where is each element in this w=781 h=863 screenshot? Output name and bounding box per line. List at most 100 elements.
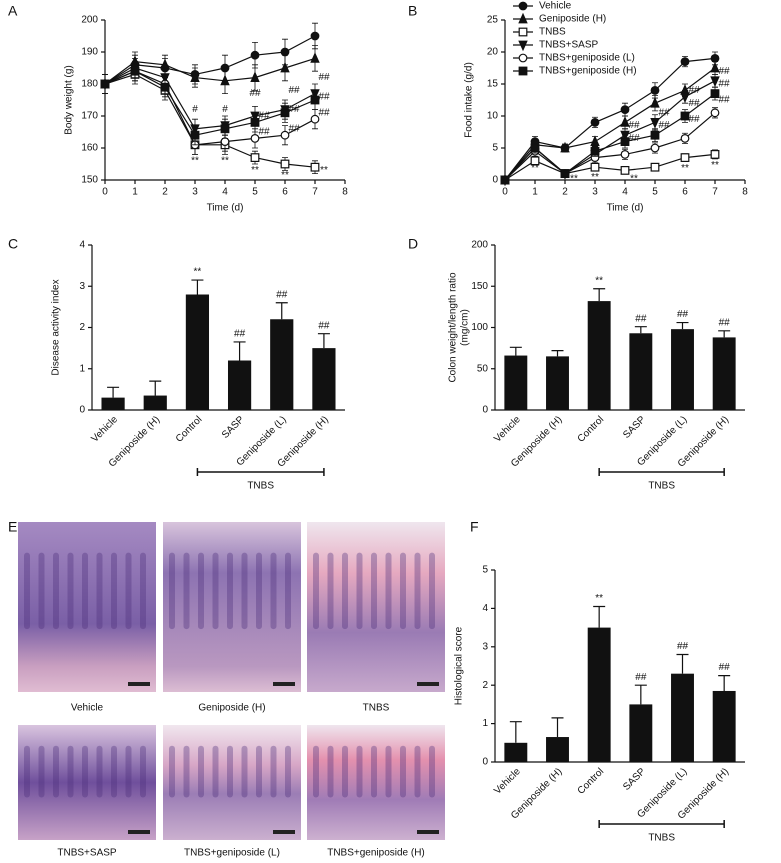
histology-image (163, 522, 301, 692)
gland (82, 745, 88, 798)
significance-mark: ## (635, 672, 647, 683)
gland (270, 552, 277, 630)
bar (546, 737, 569, 762)
y-axis-label: Disease activity index (51, 279, 62, 375)
error-bar (233, 341, 246, 361)
significance-mark: ## (719, 662, 731, 673)
legend-label: TNBS+geniposide (L) (539, 53, 635, 64)
bar (629, 333, 653, 410)
error-bar (634, 684, 647, 705)
x-tick-label: 4 (222, 187, 228, 198)
marker (710, 150, 720, 159)
gland (38, 745, 45, 798)
y-tick-label: 1 (79, 363, 85, 374)
bar (712, 337, 736, 410)
gland (313, 552, 319, 630)
gland (24, 552, 30, 630)
gland (82, 552, 88, 630)
gland (327, 745, 334, 798)
significance-mark: # (192, 104, 198, 115)
x-tick-label: SASP (621, 766, 648, 793)
tissue-texture (313, 552, 435, 630)
error-bar (718, 330, 731, 338)
image-caption: TNBS+SASP (57, 848, 117, 859)
significance-mark: ## (635, 313, 647, 324)
image-caption: TNBS+geniposide (L) (184, 848, 280, 859)
series-line (104, 35, 316, 85)
significance-mark: ## (718, 95, 730, 106)
significance-mark: ** (630, 173, 638, 184)
image-caption: Vehicle (71, 703, 104, 714)
histology-image (307, 725, 445, 840)
series-line (104, 57, 316, 85)
y-tick-label: 0 (482, 405, 488, 416)
histology-image (18, 725, 156, 840)
y-tick-label: 15 (487, 79, 499, 90)
image-caption: TNBS (363, 703, 390, 714)
gland (285, 552, 291, 630)
marker (710, 89, 720, 99)
x-tick-label: Vehicle (89, 414, 120, 445)
significance-mark: ## (628, 120, 640, 131)
gland (53, 745, 59, 798)
series-line (504, 153, 716, 181)
panel-label: D (408, 236, 418, 252)
image-caption: Geniposide (H) (198, 703, 265, 714)
gland (38, 552, 45, 630)
significance-mark: # (222, 104, 228, 115)
significance-mark: ## (288, 104, 300, 115)
marker (518, 12, 528, 24)
marker (620, 166, 630, 175)
bar (185, 294, 210, 410)
gland (183, 745, 190, 798)
bar (712, 690, 736, 762)
y-axis-unit: (mg/cm) (460, 309, 471, 346)
gland (96, 745, 103, 798)
legend-label: TNBS (539, 27, 566, 38)
scale-bar (128, 830, 150, 834)
significance-mark: ** (221, 155, 229, 166)
tissue-texture (313, 745, 435, 798)
gland (53, 552, 59, 630)
x-tick-label: 8 (342, 187, 348, 198)
x-tick-label: 0 (502, 187, 508, 198)
marker (590, 135, 600, 146)
series-line (104, 73, 316, 168)
significance-mark: ## (677, 641, 689, 652)
marker (190, 130, 200, 140)
marker (680, 57, 690, 66)
gland (256, 745, 262, 798)
marker (250, 153, 260, 163)
gland (270, 745, 277, 798)
marker (650, 117, 660, 129)
error-bar (593, 288, 606, 302)
series-line (504, 57, 716, 181)
y-tick-label: 4 (482, 603, 488, 614)
gland (198, 552, 204, 630)
gland (67, 552, 74, 630)
significance-mark: ## (718, 79, 730, 90)
marker (310, 95, 320, 105)
gland (125, 552, 132, 630)
significance-mark: ## (688, 98, 700, 109)
error-bar (676, 321, 689, 330)
series-line (104, 70, 316, 136)
gland (169, 552, 175, 630)
marker (220, 124, 230, 134)
gland (212, 552, 219, 630)
x-axis-label: Time (d) (607, 203, 644, 214)
panel-label: C (8, 236, 18, 252)
image-caption: TNBS+geniposide (H) (327, 848, 425, 859)
marker (100, 79, 110, 89)
y-tick-label: 0 (482, 757, 488, 768)
significance-mark: ** (595, 593, 603, 604)
gland (429, 552, 435, 630)
gland (385, 745, 392, 798)
x-tick-label: 1 (532, 187, 538, 198)
error-bar (509, 721, 522, 743)
marker (310, 52, 320, 63)
significance-mark: ## (258, 127, 270, 138)
marker (500, 175, 510, 185)
marker (130, 66, 140, 76)
